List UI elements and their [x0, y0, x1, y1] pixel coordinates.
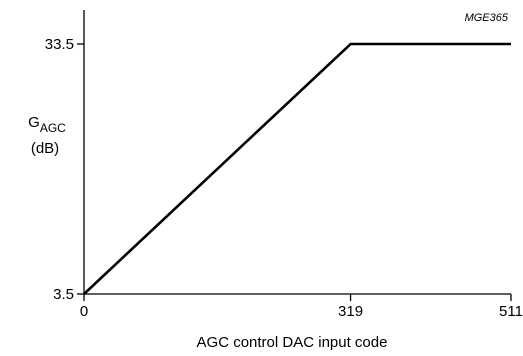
figure-code: MGE365 [465, 12, 509, 24]
y-axis-title-main: G [28, 114, 40, 131]
y-tick-label: 33.5 [45, 36, 74, 53]
y-tick-label: 3.5 [53, 286, 74, 303]
x-tick-label: 511 [499, 303, 523, 320]
x-ticks: 0 319 511 [80, 294, 523, 320]
y-axis-title-sub: AGC [40, 121, 66, 135]
x-tick-label: 0 [80, 303, 88, 320]
y-axis-unit: (dB) [31, 140, 59, 157]
y-axis-title: GAGC [28, 114, 66, 135]
series-line [83, 42, 511, 295]
x-axis-title: AGC control DAC input code [197, 334, 388, 351]
y-ticks: 3.5 33.5 [45, 36, 84, 303]
x-tick-label: 319 [338, 303, 363, 320]
